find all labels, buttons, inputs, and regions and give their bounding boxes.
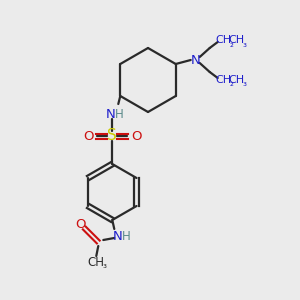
Text: ₂: ₂ [230,39,234,49]
Text: H: H [115,109,124,122]
Text: CH: CH [229,75,245,85]
Text: ₂: ₂ [230,78,234,88]
Text: ₃: ₃ [243,39,247,49]
Text: O: O [75,218,86,230]
Text: CH: CH [216,35,232,45]
Text: ₃: ₃ [102,260,106,270]
Text: N: N [112,230,122,242]
Text: O: O [83,130,94,142]
Text: S: S [107,128,117,143]
Text: CH: CH [229,35,245,45]
Text: ₃: ₃ [243,78,247,88]
Text: O: O [131,130,142,142]
Text: CH: CH [88,256,105,268]
Text: H: H [122,230,131,244]
Text: N: N [191,53,201,67]
Text: N: N [105,107,115,121]
Text: CH: CH [216,75,232,85]
